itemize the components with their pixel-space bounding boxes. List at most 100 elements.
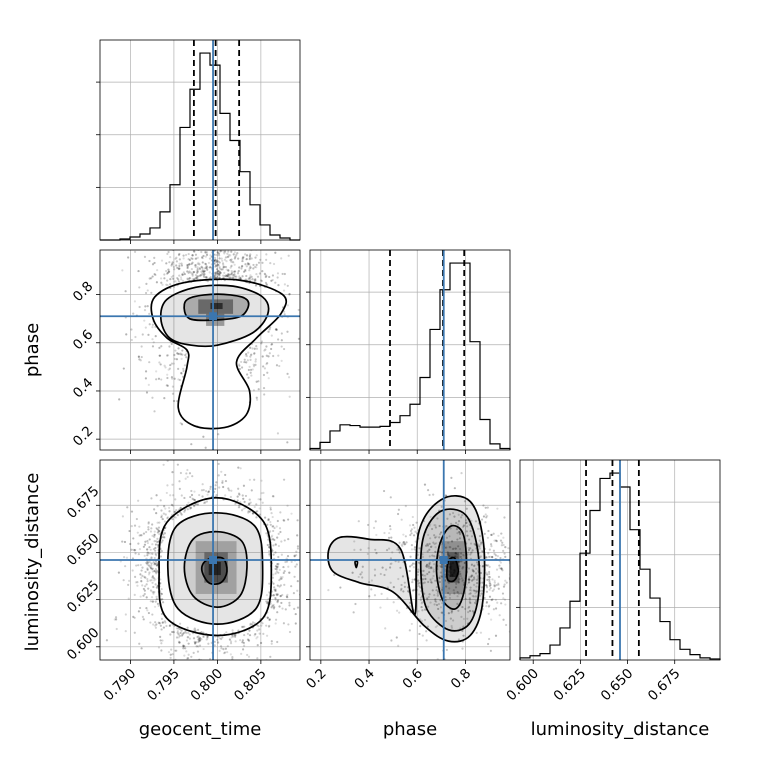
sample-point bbox=[234, 635, 237, 638]
sample-point bbox=[172, 494, 175, 497]
sample-point bbox=[445, 536, 449, 539]
sample-point bbox=[160, 514, 163, 517]
sample-point bbox=[194, 641, 197, 644]
sample-point bbox=[287, 254, 290, 257]
sample-point bbox=[245, 257, 249, 261]
sample-point bbox=[247, 510, 250, 513]
sample-point bbox=[237, 270, 240, 273]
sample-point bbox=[287, 376, 291, 379]
sample-point bbox=[296, 545, 300, 548]
sample-point bbox=[410, 528, 413, 531]
sample-point bbox=[417, 581, 420, 584]
sample-point bbox=[143, 592, 146, 596]
sample-point bbox=[186, 475, 189, 479]
sample-point bbox=[307, 595, 309, 597]
sample-point bbox=[153, 540, 156, 543]
sample-point bbox=[490, 545, 493, 548]
sample-point bbox=[172, 362, 175, 365]
sample-point bbox=[152, 547, 155, 551]
sample-point bbox=[467, 546, 470, 550]
sample-point bbox=[177, 280, 181, 283]
sample-point bbox=[512, 588, 514, 590]
sample-point bbox=[268, 618, 271, 622]
sample-point bbox=[459, 574, 462, 578]
sample-point bbox=[179, 422, 182, 425]
sample-point bbox=[429, 537, 432, 540]
sample-point bbox=[422, 569, 425, 572]
sample-point bbox=[489, 583, 492, 587]
sample-point bbox=[407, 589, 410, 593]
sample-point bbox=[399, 589, 403, 592]
sample-point bbox=[512, 550, 514, 552]
sample-point bbox=[127, 597, 130, 600]
sample-point bbox=[439, 565, 442, 568]
sample-point bbox=[423, 608, 427, 611]
sample-point bbox=[166, 376, 169, 380]
sample-point bbox=[203, 267, 206, 270]
sample-point bbox=[151, 345, 155, 348]
sample-point bbox=[405, 541, 408, 544]
sample-point bbox=[122, 579, 125, 582]
sample-point bbox=[497, 582, 500, 585]
sample-point bbox=[461, 553, 465, 556]
sample-point bbox=[257, 498, 260, 501]
sample-point bbox=[440, 575, 444, 578]
sample-point bbox=[276, 584, 279, 587]
x-tick-label-geocent-time: 0.795 bbox=[144, 666, 183, 705]
sample-point bbox=[431, 589, 434, 592]
sample-point bbox=[423, 581, 426, 584]
contour-level bbox=[445, 556, 460, 583]
sample-point bbox=[213, 275, 216, 278]
sample-point bbox=[440, 565, 443, 569]
sample-point bbox=[152, 592, 155, 595]
sample-point bbox=[372, 526, 376, 529]
xlabel-phase: phase bbox=[383, 719, 437, 740]
sample-point bbox=[277, 544, 280, 548]
sample-point bbox=[139, 359, 142, 362]
sample-point bbox=[151, 534, 154, 537]
sample-point bbox=[402, 540, 405, 544]
sample-point bbox=[148, 259, 151, 263]
sample-point bbox=[202, 270, 206, 274]
sample-point bbox=[438, 580, 441, 584]
sample-point bbox=[154, 578, 157, 581]
sample-point bbox=[177, 352, 181, 356]
sample-point bbox=[166, 252, 169, 256]
sample-point bbox=[249, 274, 252, 277]
sample-point bbox=[421, 601, 424, 604]
axis-frame bbox=[309, 249, 511, 451]
sample-point bbox=[339, 586, 342, 589]
ylabel-luminosity-distance: luminosity_distance bbox=[22, 473, 43, 652]
sample-point bbox=[481, 565, 484, 568]
sample-point bbox=[439, 564, 442, 567]
sample-point bbox=[128, 529, 131, 533]
sample-point bbox=[169, 494, 172, 497]
sample-point bbox=[242, 484, 246, 487]
sample-point bbox=[395, 636, 398, 639]
sample-point bbox=[234, 255, 237, 258]
sample-point bbox=[148, 571, 151, 574]
sample-point bbox=[175, 256, 178, 259]
sample-point bbox=[202, 666, 204, 668]
sample-point bbox=[136, 584, 139, 587]
sample-point bbox=[192, 637, 196, 640]
sample-point bbox=[130, 328, 133, 331]
sample-point bbox=[157, 377, 161, 380]
sample-point bbox=[249, 266, 252, 269]
sample-point bbox=[163, 520, 166, 523]
sample-point bbox=[169, 255, 172, 259]
sample-point bbox=[432, 493, 435, 496]
sample-point bbox=[504, 546, 507, 549]
sample-point bbox=[409, 533, 412, 537]
sample-point bbox=[153, 590, 156, 594]
sample-point bbox=[251, 347, 254, 350]
sample-point bbox=[473, 601, 477, 604]
sample-point bbox=[175, 399, 179, 403]
sample-point bbox=[196, 650, 200, 653]
sample-point bbox=[425, 544, 428, 547]
sample-point bbox=[137, 553, 140, 556]
sample-point bbox=[153, 535, 156, 538]
sample-point bbox=[150, 277, 153, 280]
sample-point bbox=[410, 548, 414, 551]
sample-point bbox=[439, 606, 443, 609]
